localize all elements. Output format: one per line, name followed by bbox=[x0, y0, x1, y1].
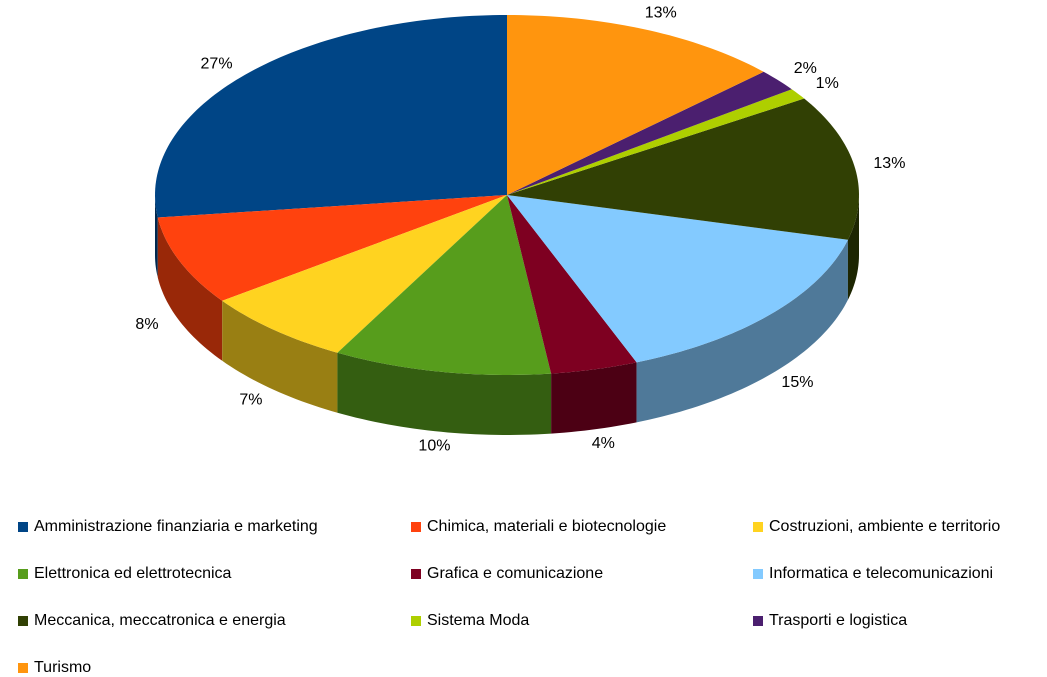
data-label: 4% bbox=[592, 435, 615, 452]
legend-swatch bbox=[18, 663, 28, 673]
legend-label: Sistema Moda bbox=[427, 612, 529, 629]
data-label: 13% bbox=[645, 5, 677, 22]
legend-swatch bbox=[753, 616, 763, 626]
data-label: 2% bbox=[794, 60, 817, 77]
slice bbox=[507, 15, 764, 195]
slice bbox=[507, 195, 848, 363]
legend-label: Costruzioni, ambiente e territorio bbox=[769, 518, 1000, 535]
legend-label: Informatica e telecomunicazioni bbox=[769, 565, 993, 582]
slice-side bbox=[222, 300, 338, 413]
slice-side bbox=[157, 217, 223, 361]
slice-side bbox=[636, 239, 848, 423]
slice bbox=[507, 89, 805, 195]
slice-side bbox=[847, 195, 859, 300]
legend-swatch bbox=[411, 522, 421, 532]
slice-side bbox=[337, 352, 552, 435]
slice-side bbox=[551, 362, 637, 434]
legend-swatch bbox=[18, 569, 28, 579]
legend-label: Turismo bbox=[34, 659, 91, 676]
data-label: 8% bbox=[135, 316, 158, 333]
legend-label: Meccanica, meccatronica e energia bbox=[34, 612, 286, 629]
legend-swatch bbox=[411, 569, 421, 579]
data-label: 27% bbox=[201, 55, 233, 72]
data-label: 15% bbox=[781, 374, 813, 391]
slice-side bbox=[155, 195, 158, 278]
legend-label: Grafica e comunicazione bbox=[427, 565, 603, 582]
data-label: 7% bbox=[239, 392, 262, 409]
legend-label: Chimica, materiali e biotecnologie bbox=[427, 518, 666, 535]
slice bbox=[507, 71, 792, 195]
legend-label: Amministrazione finanziaria e marketing bbox=[34, 518, 318, 535]
legend-swatch bbox=[753, 569, 763, 579]
data-label: 13% bbox=[873, 155, 905, 172]
legend-swatch bbox=[753, 522, 763, 532]
slice bbox=[337, 195, 552, 375]
legend-label: Trasporti e logistica bbox=[769, 612, 907, 629]
data-label: 1% bbox=[816, 75, 839, 92]
slice bbox=[155, 15, 507, 218]
legend-label: Elettronica ed elettrotecnica bbox=[34, 565, 232, 582]
slice bbox=[507, 98, 859, 240]
slice bbox=[222, 195, 507, 353]
slice bbox=[507, 195, 637, 374]
legend-swatch bbox=[18, 522, 28, 532]
data-label: 10% bbox=[418, 438, 450, 455]
legend-swatch bbox=[18, 616, 28, 626]
legend-swatch bbox=[411, 616, 421, 626]
slice bbox=[157, 195, 507, 301]
